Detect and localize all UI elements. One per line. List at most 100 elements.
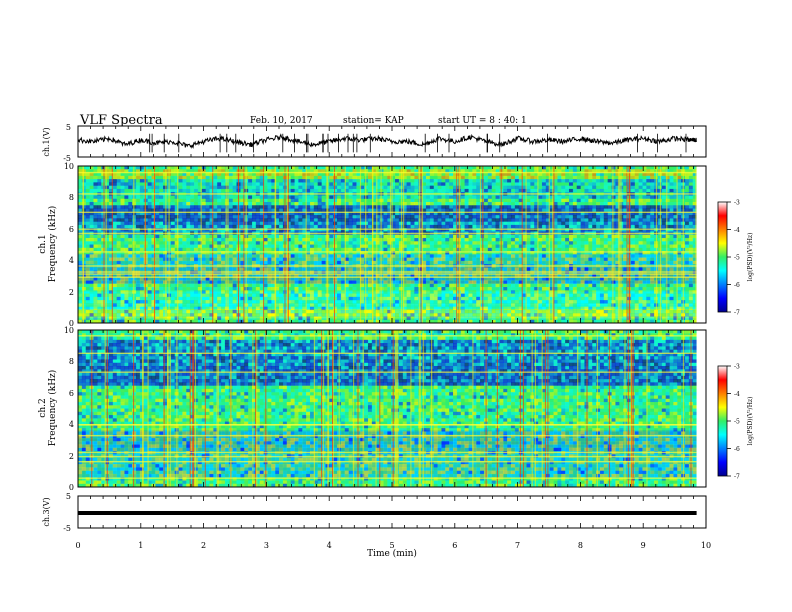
ch1-spectrogram-cell <box>159 166 164 170</box>
ch1-spectrogram-cell <box>159 257 164 262</box>
ch1-spectrogram-cell <box>348 254 353 258</box>
ch1-spectrogram-cell <box>178 215 183 219</box>
ch1-spectrogram-cell <box>464 309 469 314</box>
ch1-spectrogram-cell <box>460 313 465 317</box>
ch1-spectrogram-cell <box>147 283 152 288</box>
ch1-spectrogram-cell <box>228 290 233 294</box>
ch1-spectrogram-cell <box>78 234 83 239</box>
ch1-spectrogram-cell <box>197 169 203 173</box>
ch1-spectrogram-cell <box>186 316 191 321</box>
ch1-spectrogram-cell <box>139 309 145 314</box>
ch1-spectrogram-cell <box>178 228 183 232</box>
ch1-spectrogram-cell <box>441 182 446 186</box>
ch1-spectrogram-cell <box>290 205 295 209</box>
ch1-spectrogram-cell <box>151 300 156 304</box>
ch1-spectrogram-cell <box>259 293 264 298</box>
ch1-spectrogram-cell <box>263 201 268 206</box>
ch1-spectrogram-cell <box>321 280 326 285</box>
ch1-spectrogram-cell <box>437 234 442 239</box>
ch1-spectrogram-cell <box>139 218 145 222</box>
ch1-spectrogram-cell <box>190 293 195 298</box>
ch1-spectrogram-cell <box>190 198 195 203</box>
ch1-spectrogram-cell <box>441 218 446 222</box>
ch1-spectrogram-cell <box>170 303 175 307</box>
ch1-spectrogram-cell <box>197 195 203 200</box>
ch1-spectrogram-cell <box>135 303 141 307</box>
ch1-spectrogram-cell <box>193 290 199 294</box>
ch1-spectrogram-cell <box>313 234 318 239</box>
ch1-spectrogram-cell <box>352 283 357 288</box>
ch1-spectrogram-cell <box>410 244 415 249</box>
ch1-spectrogram-cell <box>449 188 454 193</box>
ch1-spectrogram-cell <box>445 247 450 252</box>
ch1-spectrogram-cell <box>201 309 206 314</box>
ch1-spectrogram-cell <box>124 303 129 307</box>
ch1-spectrogram-cell <box>213 224 218 229</box>
ch1-spectrogram-cell <box>395 287 400 291</box>
ch1-spectrogram-cell <box>178 254 183 258</box>
ch1-spectrogram-cell <box>337 166 342 170</box>
ch1-spectrogram-cell <box>224 198 230 203</box>
ch1-spectrogram-cell <box>93 237 98 242</box>
ch1-spectrogram-cell <box>309 218 315 222</box>
ch1-spectrogram-cell <box>209 316 214 321</box>
ch1-spectrogram-cell <box>271 198 276 203</box>
ch1-spectrogram-cell <box>193 306 199 311</box>
ch1-spectrogram-cell <box>151 254 156 258</box>
ch1-spectrogram-cell <box>163 221 168 226</box>
ch1-spectrogram-cell <box>159 169 164 173</box>
ch1-spectrogram-cell <box>170 237 175 242</box>
ch1-spectrogram-cell <box>193 257 199 262</box>
ch1-spectrogram-cell <box>333 208 338 213</box>
ch1-spectrogram-cell <box>151 172 156 177</box>
ch1-spectrogram-cell <box>333 195 338 200</box>
ch1-spectrogram-cell <box>259 290 264 294</box>
ch1-spectrogram-cell <box>298 293 303 298</box>
ch1-spectrogram-cell <box>294 287 299 291</box>
ch1-spectrogram-cell <box>217 257 222 262</box>
ch1-spectrogram-cell <box>178 300 183 304</box>
ch1-spectrogram-cell <box>209 267 214 271</box>
ch1-spectrogram-cell <box>445 313 450 317</box>
ch1-spectrogram-cell <box>294 208 299 213</box>
ch1-spectrogram-cell <box>313 244 318 249</box>
ch1-spectrogram-cell <box>85 215 90 219</box>
ch1-spectrogram-cell <box>174 241 179 245</box>
ch1-spectrogram-cell <box>445 195 450 200</box>
ch1-spectrogram-cell <box>286 198 291 203</box>
ch1-spectrogram-cell <box>128 273 133 278</box>
ch1-spectrogram-cell <box>259 198 264 203</box>
ch1-spectrogram-cell <box>89 267 94 271</box>
ch1-spectrogram-cell <box>78 185 83 190</box>
ch1-spectrogram-cell <box>240 293 245 298</box>
ch1-spectrogram-cell <box>348 224 353 229</box>
ch1-spectrogram-cell <box>205 280 210 285</box>
ch1-spectrogram-cell <box>190 290 195 294</box>
ch1-spectrogram-cell <box>294 293 299 298</box>
ch1-spectrogram-cell <box>298 208 303 213</box>
ch1-spectrogram-cell <box>213 234 218 239</box>
ch1-spectrogram-cell <box>337 313 342 317</box>
ch1-spectrogram-cell <box>85 211 90 216</box>
ch1-spectrogram-cell <box>286 208 291 213</box>
ch1-spectrogram-cell <box>286 211 291 216</box>
ch1-spectrogram-cell <box>406 215 411 219</box>
ch1-spectrogram-cell <box>286 179 291 183</box>
ch1-spectrogram-cell <box>163 273 168 278</box>
ch1-spectrogram-cell <box>147 319 152 324</box>
ch1-spectrogram-cell <box>294 247 299 252</box>
ch1-spectrogram-cell <box>178 251 183 255</box>
ch1-spectrogram-cell <box>139 175 145 180</box>
ch1-spectrogram-cell <box>186 228 191 232</box>
ch1-spectrogram-cell <box>170 293 175 298</box>
ch1-spectrogram-cell <box>445 244 450 249</box>
ch1-spectrogram-cell <box>193 166 199 170</box>
ch1-spectrogram-cell <box>271 277 276 281</box>
ch1-spectrogram-cell <box>182 237 187 242</box>
ch1-spectrogram-cell <box>193 198 199 203</box>
ch1-spectrogram-cell <box>151 251 156 255</box>
ch1-spectrogram-cell <box>248 211 253 216</box>
ch1-spectrogram-cell <box>190 185 195 190</box>
ch1-spectrogram-cell <box>78 198 83 203</box>
ch1-spectrogram-cell <box>286 244 291 249</box>
